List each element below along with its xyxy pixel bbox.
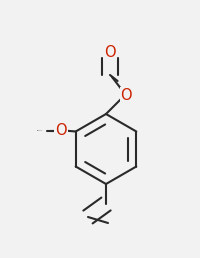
Text: O: O xyxy=(104,45,116,60)
Text: O: O xyxy=(121,88,132,103)
Text: O: O xyxy=(55,123,67,138)
Text: methoxy: methoxy xyxy=(37,130,43,131)
